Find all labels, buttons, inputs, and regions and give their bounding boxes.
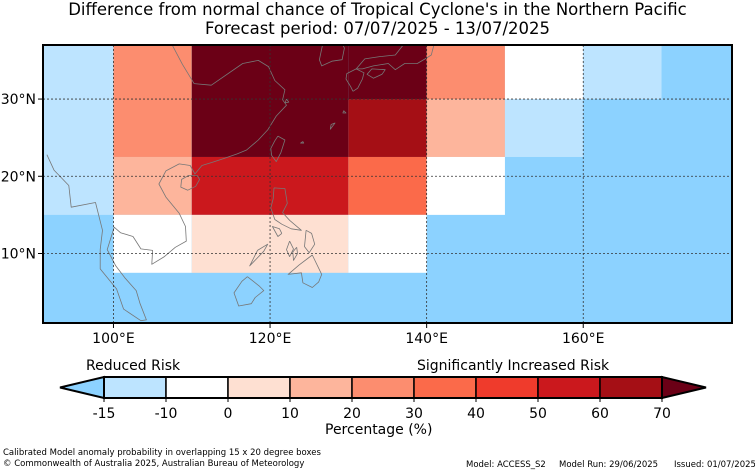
x-tick-label: 100°E [92,331,135,347]
coastline [286,240,294,258]
risk-cell [348,214,427,273]
risk-cell [113,156,192,215]
colorbar-xlabel: Percentage (%) [325,422,433,438]
risk-cell [113,45,192,157]
footer-model: Model: ACCESS_S2 [466,460,546,470]
increased-risk-label: Significantly Increased Risk [417,358,610,374]
map-frame [42,44,733,324]
coastline [287,254,323,288]
y-tick-label: 30°N [1,92,36,108]
risk-cell [348,45,427,100]
risk-cell [426,45,505,100]
coastline [270,135,286,163]
coastline [355,45,435,71]
risk-cell [426,156,505,215]
x-tick-label: 140°E [405,331,448,347]
map-plot-area [43,45,732,323]
coastline [345,68,365,92]
coastline [284,98,290,104]
risk-cell [191,214,349,273]
risk-cell [348,156,427,215]
coastline [304,229,316,254]
coastline [233,276,265,307]
coastline [300,141,305,144]
reduced-risk-label: Reduced Risk [86,358,181,374]
footer-copyright: © Commonwealth of Australia 2025, Austra… [3,459,305,469]
coastline [318,45,345,67]
footer-model-run: Model Run: 29/06/2025 [559,460,659,470]
x-tick-label: 160°E [562,331,605,347]
coastline [366,68,386,79]
coastline [329,122,336,130]
coastline [249,243,269,267]
forecast-period: Forecast period: 07/07/2025 - 13/07/2025 [204,19,551,38]
risk-cell [583,45,662,100]
y-tick-label: 20°N [1,169,36,185]
risk-cell [426,99,505,157]
coastline [342,110,347,114]
risk-cell [43,45,114,215]
coastline [292,247,298,261]
footer-issued: Issued: 01/07/2025 [674,460,755,470]
x-tick-label: 120°E [249,331,292,347]
coastline [271,226,283,237]
chart-title: Difference from normal chance of Tropica… [68,0,687,19]
risk-cell [348,99,427,157]
coastline [270,187,302,231]
coastline [46,45,287,322]
risk-cell [504,99,584,157]
risk-cell [113,214,192,273]
risk-cell [504,45,584,100]
y-tick-label: 10°N [1,247,36,263]
footer-description: Calibrated Model anomaly probability in … [3,448,321,458]
